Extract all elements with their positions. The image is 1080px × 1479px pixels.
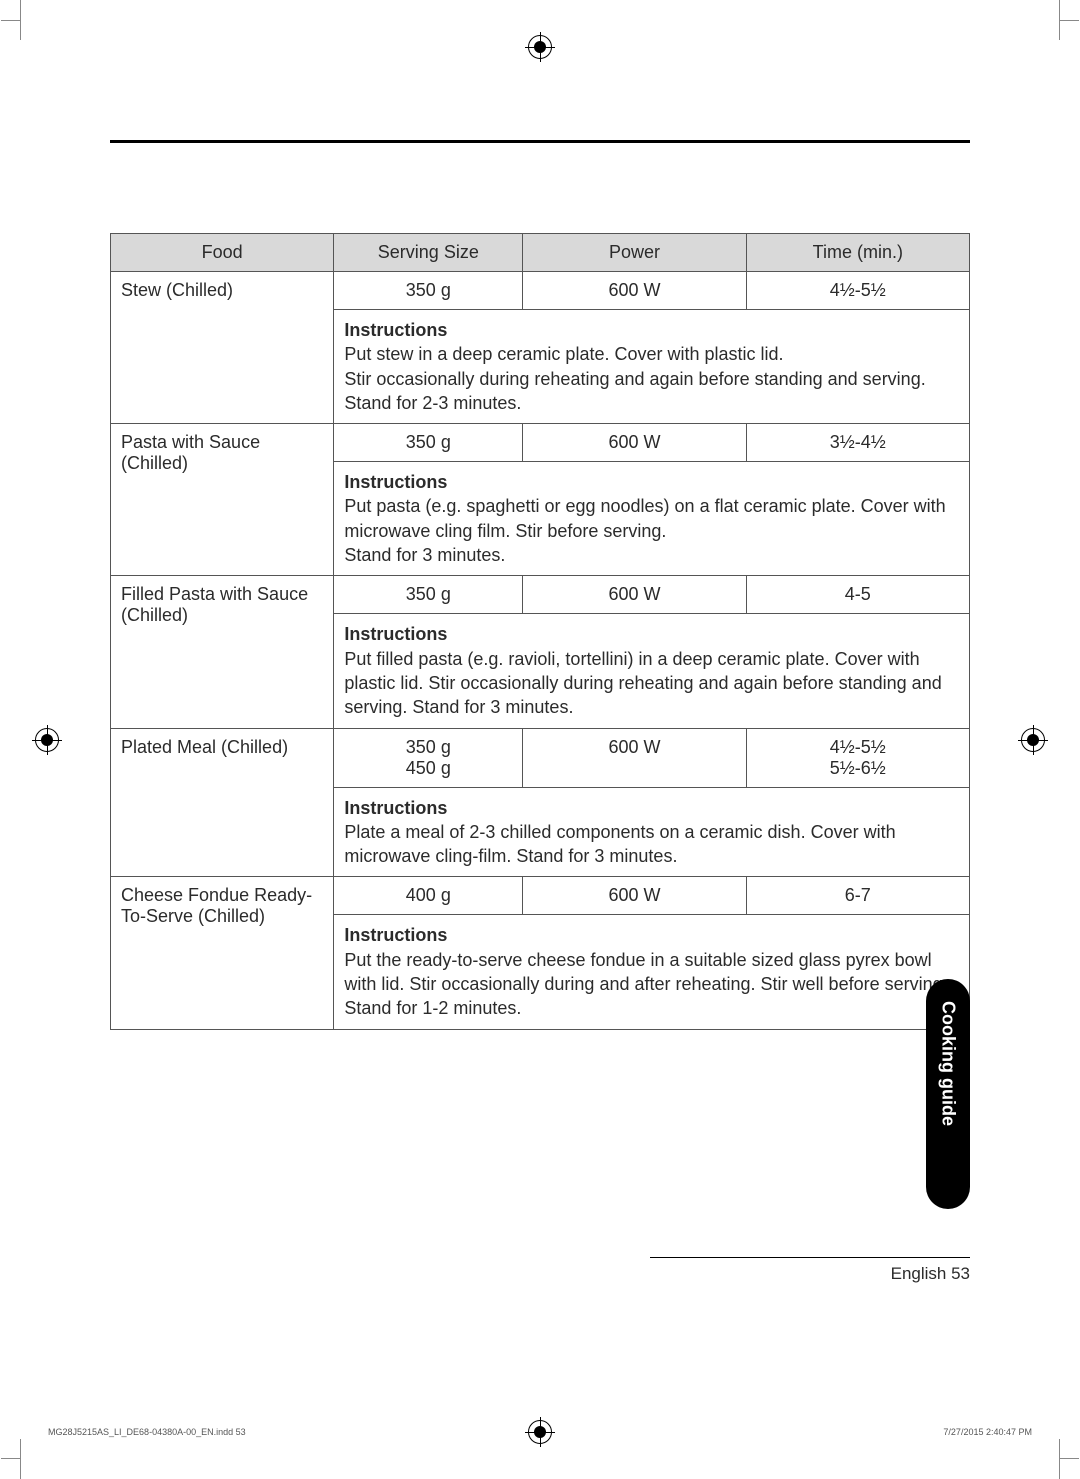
instructions-text: Put filled pasta (e.g. ravioli, tortelli… (344, 649, 941, 718)
registration-mark-icon (35, 728, 59, 752)
power-cell: 600 W (523, 576, 746, 614)
crop-mark (20, 0, 60, 40)
time-cell: 4-5 (746, 576, 969, 614)
food-cell: Pasta with Sauce (Chilled) (111, 424, 334, 576)
power-cell: 600 W (523, 424, 746, 462)
crop-mark (1020, 0, 1060, 40)
instructions-text: Put the ready-to-serve cheese fondue in … (344, 950, 947, 1019)
header-power: Power (523, 234, 746, 272)
registration-mark-icon (528, 35, 552, 59)
header-time: Time (min.) (746, 234, 969, 272)
instructions-cell: Instructions Put pasta (e.g. spaghetti or… (334, 462, 970, 576)
serving-cell: 350 g (334, 576, 523, 614)
table-row: Stew (Chilled)350 g600 W4½-5½ (111, 272, 970, 310)
page-number: English 53 (650, 1257, 970, 1284)
instructions-cell: Instructions Put filled pasta (e.g. ravio… (334, 614, 970, 728)
cooking-table: Food Serving Size Power Time (min.) Stew… (110, 233, 970, 1030)
table-row: Pasta with Sauce (Chilled)350 g600 W3½-4… (111, 424, 970, 462)
power-cell: 600 W (523, 877, 746, 915)
instructions-label: Instructions (344, 798, 447, 818)
top-rule (110, 140, 970, 143)
serving-cell: 400 g (334, 877, 523, 915)
instructions-text: Plate a meal of 2-3 chilled components o… (344, 822, 895, 866)
serving-cell: 350 g (334, 272, 523, 310)
crop-mark (20, 1439, 60, 1479)
serving-cell: 350 g (334, 424, 523, 462)
registration-mark-icon (528, 1420, 552, 1444)
power-cell: 600 W (523, 272, 746, 310)
page-content: Food Serving Size Power Time (min.) Stew… (70, 70, 1010, 1409)
instructions-label: Instructions (344, 472, 447, 492)
instructions-cell: Instructions Put the ready-to-serve chees… (334, 915, 970, 1029)
crop-mark (1020, 1439, 1060, 1479)
serving-cell: 350 g450 g (334, 728, 523, 787)
time-cell: 4½-5½5½-6½ (746, 728, 969, 787)
instructions-label: Instructions (344, 320, 447, 340)
header-serving: Serving Size (334, 234, 523, 272)
instructions-cell: Instructions Put stew in a deep ceramic p… (334, 310, 970, 424)
time-cell: 6-7 (746, 877, 969, 915)
table-row: Cheese Fondue Ready-To-Serve (Chilled)40… (111, 877, 970, 915)
power-cell: 600 W (523, 728, 746, 787)
instructions-text: Put pasta (e.g. spaghetti or egg noodles… (344, 496, 945, 565)
registration-mark-icon (1021, 728, 1045, 752)
food-cell: Stew (Chilled) (111, 272, 334, 424)
side-tab: Cooking guide (926, 979, 970, 1209)
side-tab-label: Cooking guide (938, 1001, 959, 1126)
food-cell: Cheese Fondue Ready-To-Serve (Chilled) (111, 877, 334, 1029)
instructions-cell: Instructions Plate a meal of 2-3 chilled … (334, 787, 970, 877)
food-cell: Plated Meal (Chilled) (111, 728, 334, 877)
header-food: Food (111, 234, 334, 272)
footer-right: 7/27/2015 2:40:47 PM (943, 1427, 1032, 1437)
food-cell: Filled Pasta with Sauce (Chilled) (111, 576, 334, 728)
table-row: Filled Pasta with Sauce (Chilled)350 g60… (111, 576, 970, 614)
footer-left: MG28J5215AS_LI_DE68-04380A-00_EN.indd 53 (48, 1427, 246, 1437)
table-row: Plated Meal (Chilled)350 g450 g600 W4½-5… (111, 728, 970, 787)
instructions-text: Put stew in a deep ceramic plate. Cover … (344, 344, 925, 413)
time-cell: 4½-5½ (746, 272, 969, 310)
time-cell: 3½-4½ (746, 424, 969, 462)
instructions-label: Instructions (344, 624, 447, 644)
table-header-row: Food Serving Size Power Time (min.) (111, 234, 970, 272)
instructions-label: Instructions (344, 925, 447, 945)
